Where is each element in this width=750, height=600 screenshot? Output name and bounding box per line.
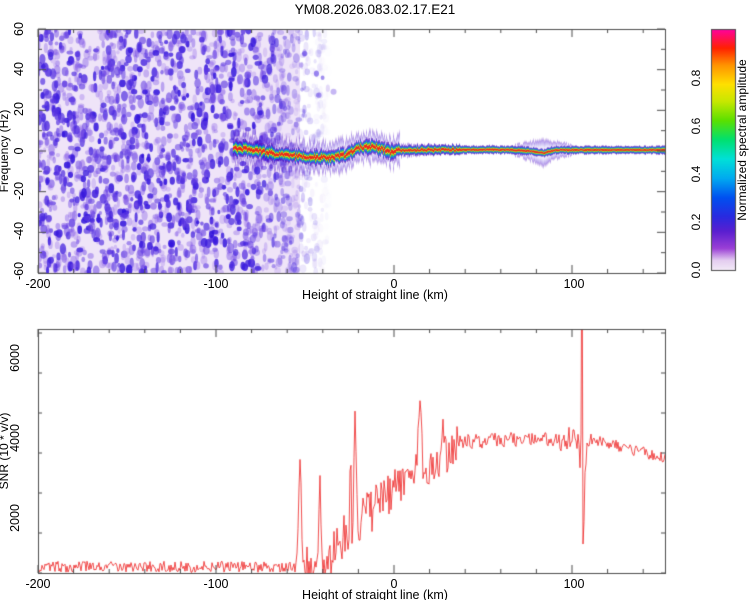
svg-text:0: 0 [12,147,26,154]
svg-text:-20: -20 [12,182,26,200]
svg-text:0.0: 0.0 [689,261,703,278]
svg-text:-40: -40 [12,222,26,240]
svg-text:0.8: 0.8 [689,69,703,86]
svg-text:0.2: 0.2 [689,213,703,230]
svg-text:60: 60 [12,22,26,36]
svg-text:0.4: 0.4 [689,165,703,182]
svg-text:0.6: 0.6 [689,117,703,134]
svg-text:40: 40 [12,62,26,76]
svg-text:20: 20 [12,102,26,116]
svg-text:SNR (10 * v/v): SNR (10 * v/v) [0,413,11,490]
svg-text:Frequency (Hz): Frequency (Hz) [0,110,11,193]
svg-text:Normalized spectral amplitude: Normalized spectral amplitude [735,59,749,221]
